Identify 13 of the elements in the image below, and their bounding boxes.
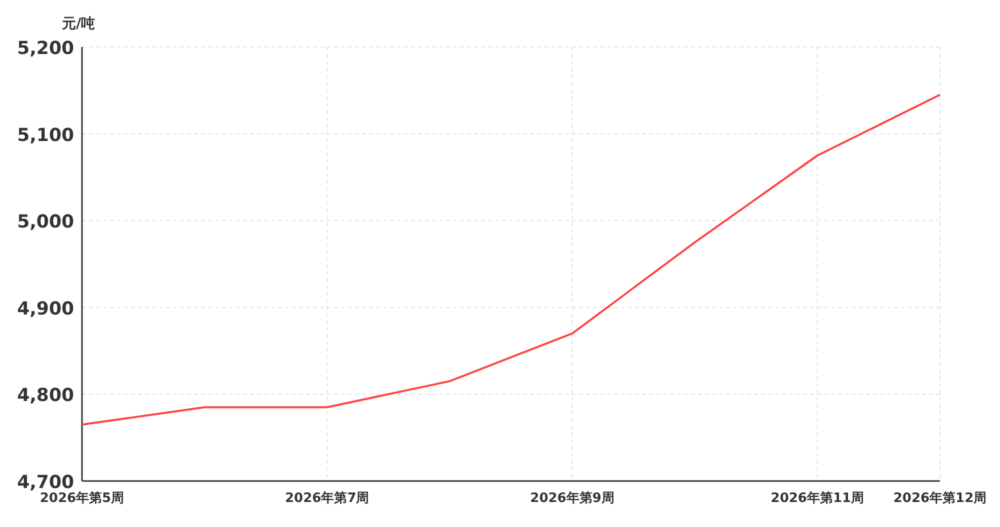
y-axis-title: 元/吨: [61, 16, 96, 32]
x-tick-label: 2026年第7周: [285, 491, 370, 506]
y-tick-label: 4,800: [17, 385, 74, 406]
line-series: [81, 94, 941, 426]
x-tick-label: 2026年第12周: [893, 491, 987, 506]
x-tick-label: 2026年第9周: [530, 491, 614, 506]
y-tick-label: 5,200: [17, 38, 74, 59]
y-tick-label: 4,900: [17, 298, 74, 320]
y-tick-label: 5,100: [17, 124, 74, 146]
y-tick-label: 5,000: [17, 212, 74, 233]
y-tick-label: 4,700: [17, 472, 74, 493]
x-tick-label: 2026年第11周: [770, 491, 864, 506]
x-tick-label: 2026年第5周: [40, 491, 124, 506]
